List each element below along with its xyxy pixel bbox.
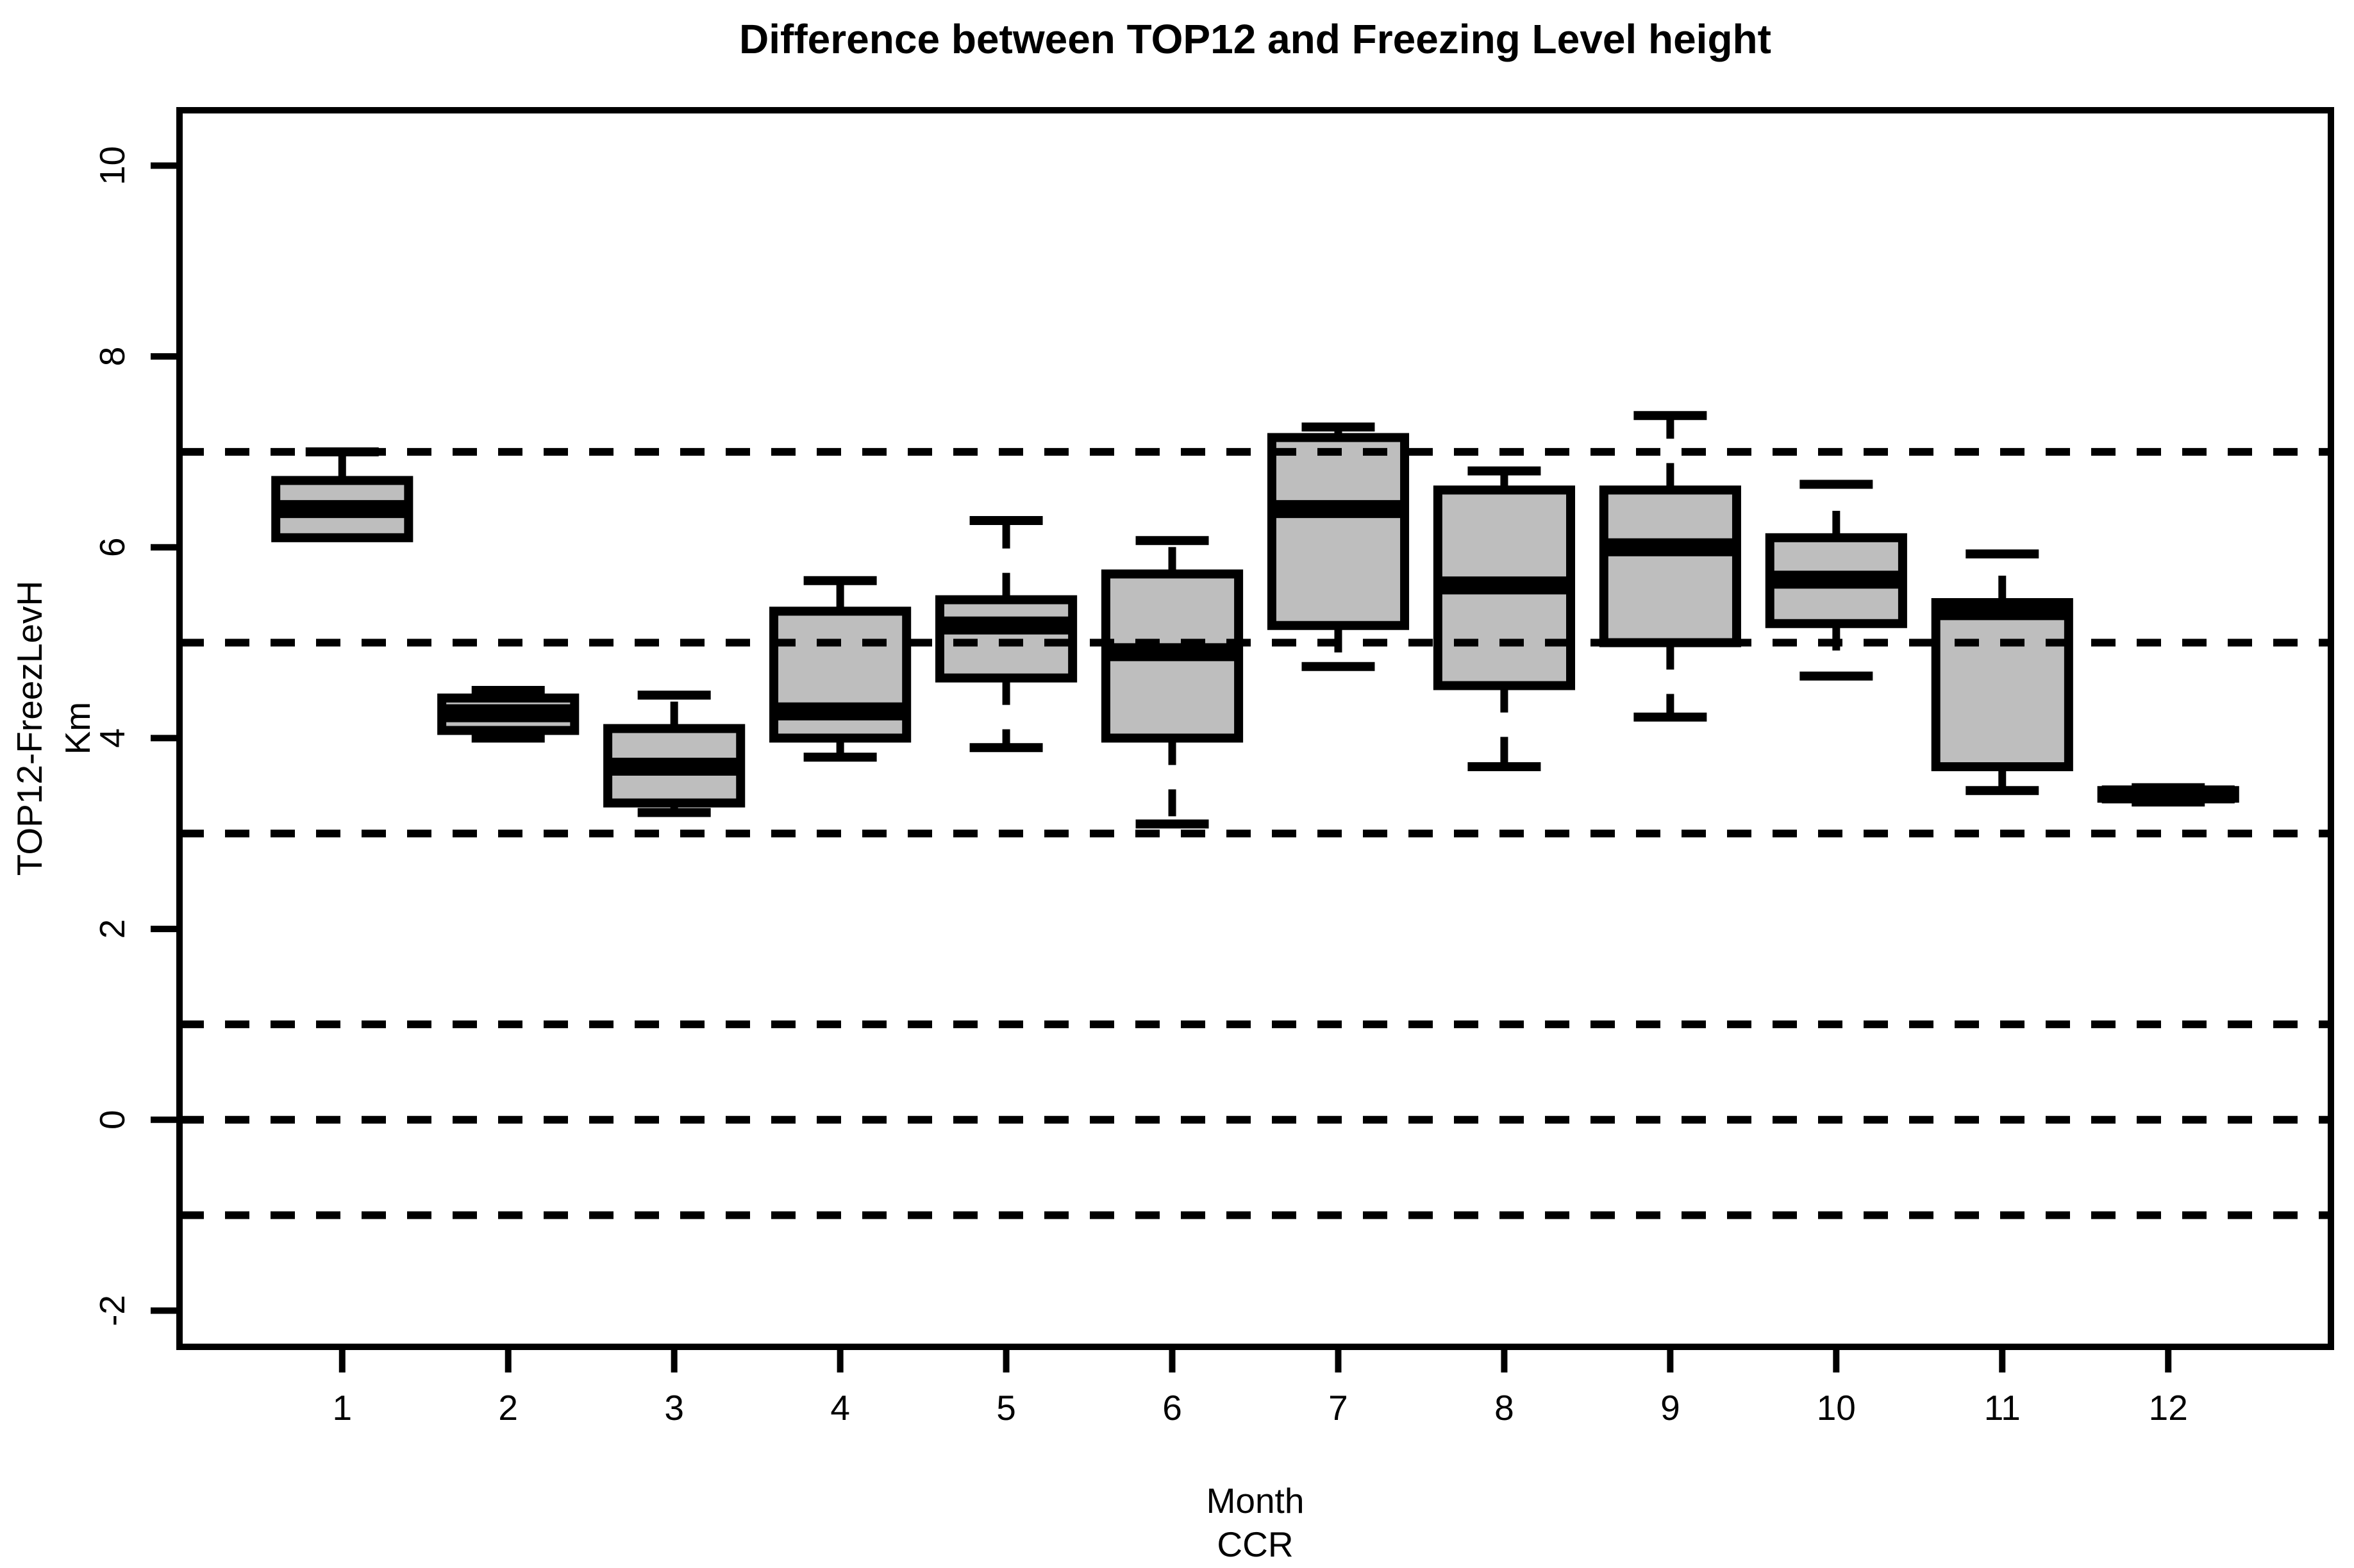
y-axis-unit-label: Km [58,701,97,755]
x-tick-label-7: 7 [1328,1388,1348,1428]
chart-title: Difference between TOP12 and Freezing Le… [739,16,1771,62]
x-tick-label-9: 9 [1660,1388,1680,1428]
x-tick-label-3: 3 [664,1388,684,1428]
y-axis-label: TOP12-FreezLevH [10,580,49,876]
x-tick-label-12: 12 [2149,1388,2188,1428]
x-axis-label: Month [1206,1481,1305,1521]
y-tick-label-4: 4 [92,728,132,748]
x-tick-label-4: 4 [830,1388,850,1428]
x-tick-label-8: 8 [1494,1388,1514,1428]
x-tick-label-10: 10 [1817,1388,1856,1428]
y-tick-label-8: 8 [92,347,132,367]
x-tick-label-1: 1 [332,1388,352,1428]
y-tick-label-0: 0 [92,1110,132,1130]
x-tick-label-6: 6 [1162,1388,1182,1428]
y-tick-label-6: 6 [92,537,132,557]
y-tick-label-10: 10 [92,146,132,185]
x-axis-sublabel: CCR [1217,1524,1294,1564]
box-month-9 [1599,485,1741,647]
box-month-11 [1931,598,2073,772]
x-tick-label-11: 11 [1984,1388,2021,1428]
plot-frame [176,107,2334,1350]
y-tick-label-2: 2 [92,919,132,939]
y-tick-label--2: -2 [92,1295,132,1326]
box-month-7 [1267,433,1410,630]
x-tick-label-2: 2 [498,1388,518,1428]
x-tick-label-5: 5 [996,1388,1016,1428]
